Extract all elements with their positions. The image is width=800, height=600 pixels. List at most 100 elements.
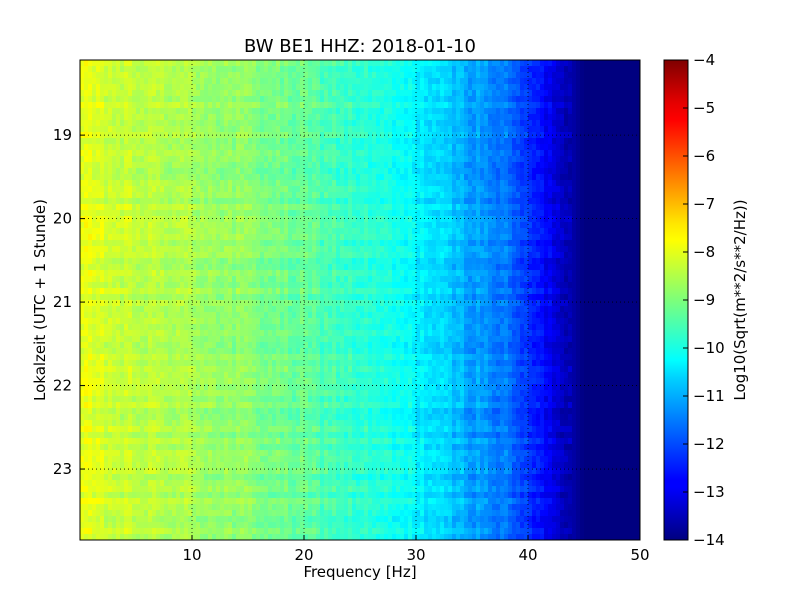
heatmap-cell <box>612 102 617 109</box>
heatmap-cell <box>256 270 261 277</box>
heatmap-cell <box>420 66 425 73</box>
heatmap-cell <box>572 108 577 115</box>
heatmap-cell <box>296 216 301 223</box>
heatmap-cell <box>184 270 189 277</box>
heatmap-cell <box>332 102 337 109</box>
heatmap-cell <box>284 174 289 181</box>
heatmap-cell <box>188 84 193 91</box>
heatmap-cell <box>392 198 397 205</box>
heatmap-cell <box>372 270 377 277</box>
heatmap-cell <box>188 270 193 277</box>
heatmap-cell <box>416 168 421 175</box>
heatmap-cell <box>616 204 621 211</box>
heatmap-cell <box>264 156 269 163</box>
heatmap-cell <box>364 168 369 175</box>
heatmap-cell <box>564 264 569 271</box>
heatmap-cell <box>284 60 289 67</box>
heatmap-cell <box>188 132 193 139</box>
heatmap-cell <box>96 204 101 211</box>
heatmap-cell <box>196 78 201 85</box>
heatmap-cell <box>448 192 453 199</box>
heatmap-cell <box>600 222 605 229</box>
heatmap-cell <box>188 120 193 127</box>
heatmap-cell <box>240 132 245 139</box>
heatmap-cell <box>196 162 201 169</box>
heatmap-cell <box>404 210 409 217</box>
heatmap-cell <box>204 114 209 121</box>
heatmap-cell <box>444 216 449 223</box>
heatmap-cell <box>436 258 441 265</box>
heatmap-cell <box>180 84 185 91</box>
heatmap-cell <box>388 126 393 133</box>
heatmap-cell <box>304 132 309 139</box>
heatmap-cell <box>496 96 501 103</box>
heatmap-cell <box>256 132 261 139</box>
heatmap-cell <box>504 78 509 85</box>
heatmap-cell <box>468 96 473 103</box>
heatmap-cell <box>168 228 173 235</box>
heatmap-cell <box>484 108 489 115</box>
heatmap-cell <box>560 126 565 133</box>
heatmap-cell <box>432 84 437 91</box>
heatmap-cell <box>136 138 141 145</box>
heatmap-cell <box>548 102 553 109</box>
heatmap-cell <box>220 66 225 73</box>
heatmap-cell <box>120 156 125 163</box>
heatmap-cell <box>612 84 617 91</box>
heatmap-cell <box>84 258 89 265</box>
heatmap-cell <box>292 120 297 127</box>
heatmap-cell <box>500 162 505 169</box>
heatmap-cell <box>568 222 573 229</box>
heatmap-cell <box>184 138 189 145</box>
heatmap-cell <box>352 162 357 169</box>
heatmap-cell <box>352 186 357 193</box>
heatmap-cell <box>636 108 640 115</box>
heatmap-cell <box>204 84 209 91</box>
heatmap-cell <box>116 198 121 205</box>
heatmap-cell <box>620 192 625 199</box>
heatmap-cell <box>316 234 321 241</box>
heatmap-cell <box>540 114 545 121</box>
heatmap-cell <box>324 138 329 145</box>
heatmap-cell <box>368 78 373 85</box>
heatmap-cell <box>188 258 193 265</box>
heatmap-cell <box>584 120 589 127</box>
heatmap-cell <box>212 234 217 241</box>
heatmap-cell <box>428 138 433 145</box>
heatmap-cell <box>180 240 185 247</box>
heatmap-cell <box>176 72 181 79</box>
heatmap-cell <box>300 132 305 139</box>
heatmap-cell <box>588 234 593 241</box>
heatmap-cell <box>252 66 257 73</box>
heatmap-cell <box>296 246 301 253</box>
heatmap-cell <box>252 78 257 85</box>
heatmap-cell <box>172 72 177 79</box>
heatmap-cell <box>596 72 601 79</box>
heatmap-cell <box>540 240 545 247</box>
heatmap-cell <box>400 144 405 151</box>
heatmap-cell <box>240 96 245 103</box>
heatmap-cell <box>604 162 609 169</box>
heatmap-cell <box>456 168 461 175</box>
heatmap-cell <box>400 270 405 277</box>
heatmap-cell <box>580 156 585 163</box>
heatmap-cell <box>280 210 285 217</box>
heatmap-cell <box>368 132 373 139</box>
heatmap-cell <box>432 216 437 223</box>
heatmap-cell <box>516 72 521 79</box>
heatmap-cell <box>276 102 281 109</box>
heatmap-cell <box>556 132 561 139</box>
heatmap-cell <box>288 252 293 259</box>
heatmap-cell <box>548 174 553 181</box>
heatmap-cell <box>472 78 477 85</box>
heatmap-cell <box>316 264 321 271</box>
heatmap-cell <box>464 180 469 187</box>
heatmap-cell <box>620 108 625 115</box>
heatmap-cell <box>168 186 173 193</box>
heatmap-cell <box>252 96 257 103</box>
heatmap-cell <box>388 240 393 247</box>
heatmap-cell <box>232 270 237 277</box>
heatmap-cell <box>292 222 297 229</box>
heatmap-cell <box>552 96 557 103</box>
heatmap-cell <box>148 216 153 223</box>
